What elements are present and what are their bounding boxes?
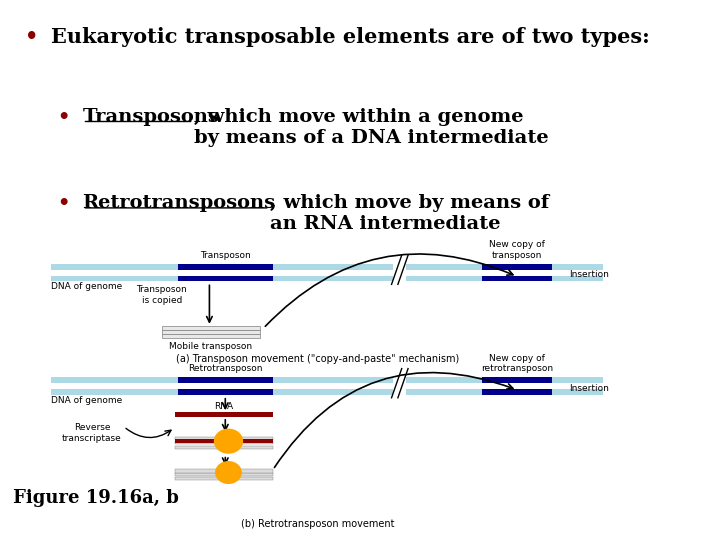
Text: Insertion: Insertion [570, 270, 609, 279]
FancyBboxPatch shape [482, 377, 552, 383]
Text: Eukaryotic transposable elements are of two types:: Eukaryotic transposable elements are of … [51, 27, 649, 47]
FancyBboxPatch shape [178, 275, 273, 281]
Text: Insertion: Insertion [570, 383, 609, 393]
Text: DNA of genome: DNA of genome [51, 396, 122, 405]
FancyBboxPatch shape [406, 275, 603, 281]
Text: (b) Retrotransposon movement: (b) Retrotransposon movement [240, 519, 394, 530]
FancyBboxPatch shape [174, 469, 273, 472]
FancyBboxPatch shape [482, 389, 552, 395]
Circle shape [216, 462, 241, 483]
Text: •: • [57, 108, 70, 127]
FancyBboxPatch shape [482, 275, 552, 281]
FancyBboxPatch shape [406, 389, 603, 395]
FancyBboxPatch shape [406, 377, 603, 383]
Text: Transposons: Transposons [83, 108, 220, 126]
FancyBboxPatch shape [51, 264, 393, 270]
Text: , which move by means of
an RNA intermediate: , which move by means of an RNA intermed… [270, 194, 549, 233]
Text: Reverse
transcriptase: Reverse transcriptase [62, 423, 122, 443]
Text: Mobile transposon: Mobile transposon [169, 342, 253, 351]
Text: DNA of genome: DNA of genome [51, 282, 122, 292]
FancyBboxPatch shape [178, 377, 273, 383]
FancyBboxPatch shape [51, 275, 393, 281]
Text: RNA: RNA [214, 402, 233, 411]
Text: New copy of
transposon: New copy of transposon [490, 240, 545, 260]
Circle shape [215, 429, 243, 453]
FancyBboxPatch shape [174, 446, 273, 449]
FancyBboxPatch shape [406, 264, 603, 270]
FancyBboxPatch shape [174, 437, 273, 440]
FancyBboxPatch shape [482, 264, 552, 270]
FancyBboxPatch shape [178, 264, 273, 270]
FancyBboxPatch shape [174, 473, 273, 476]
FancyBboxPatch shape [162, 334, 260, 338]
FancyBboxPatch shape [174, 477, 273, 480]
Text: , which move within a genome
by means of a DNA intermediate: , which move within a genome by means of… [194, 108, 548, 147]
FancyBboxPatch shape [174, 439, 273, 443]
FancyBboxPatch shape [174, 441, 273, 444]
Text: (a) Transposon movement ("copy-and-paste" mechanism): (a) Transposon movement ("copy-and-paste… [176, 354, 459, 364]
Text: Transposon
is copied: Transposon is copied [137, 285, 187, 305]
Text: Retrotransposons: Retrotransposons [83, 194, 276, 212]
Text: Retrotransposon: Retrotransposon [188, 364, 263, 373]
FancyBboxPatch shape [178, 389, 273, 395]
FancyBboxPatch shape [51, 389, 393, 395]
FancyBboxPatch shape [162, 330, 260, 334]
FancyBboxPatch shape [51, 377, 393, 383]
Text: •: • [25, 27, 39, 47]
Text: Transposon: Transposon [200, 251, 251, 260]
FancyBboxPatch shape [162, 326, 260, 330]
Text: •: • [57, 194, 70, 213]
Text: New copy of
retrotransposon: New copy of retrotransposon [481, 354, 553, 373]
FancyBboxPatch shape [174, 412, 273, 417]
Text: Figure 19.16a, b: Figure 19.16a, b [13, 489, 179, 507]
